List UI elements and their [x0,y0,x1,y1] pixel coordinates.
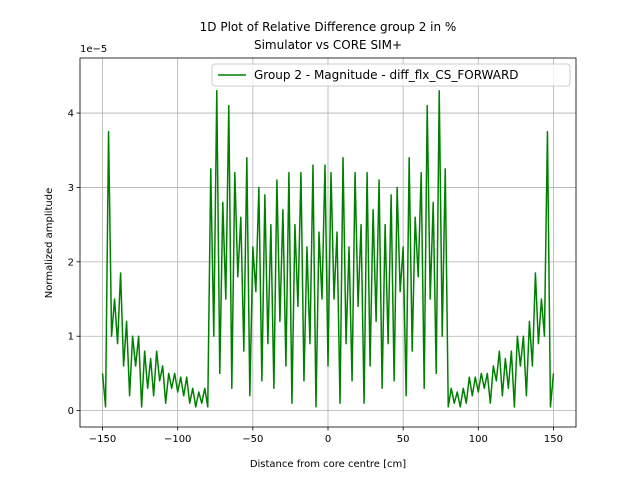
x-tick-label: −100 [164,434,191,445]
legend: Group 2 - Magnitude - diff_flx_CS_FORWAR… [211,63,571,87]
y-tick-label: 3 [68,183,74,194]
chart-title: 1D Plot of Relative Difference group 2 i… [200,20,457,34]
chart-subtitle: Simulator vs CORE SIM+ [254,38,402,52]
y-axis-label: Normalized amplitude [44,188,55,298]
y-tick-label: 4 [68,109,74,120]
x-tick-label: 100 [469,434,488,445]
plot-frame [79,57,577,428]
y-tick-label: 0 [68,406,74,417]
x-tick-label: 0 [325,434,331,445]
x-tick-label: −50 [242,434,263,445]
legend-box [211,63,571,87]
x-tick-label: 50 [397,434,410,445]
x-tick-label: 150 [544,434,563,445]
legend-label: Group 2 - Magnitude - diff_flx_CS_FORWAR… [254,68,519,82]
x-axis-label: Distance from core centre [cm] [250,459,406,470]
x-tick-label: −150 [89,434,116,445]
y-tick-label: 1 [68,332,74,343]
data-line [101,89,555,408]
y-tick-label: 2 [68,257,74,268]
y-offset-label: 1e−5 [80,44,107,55]
